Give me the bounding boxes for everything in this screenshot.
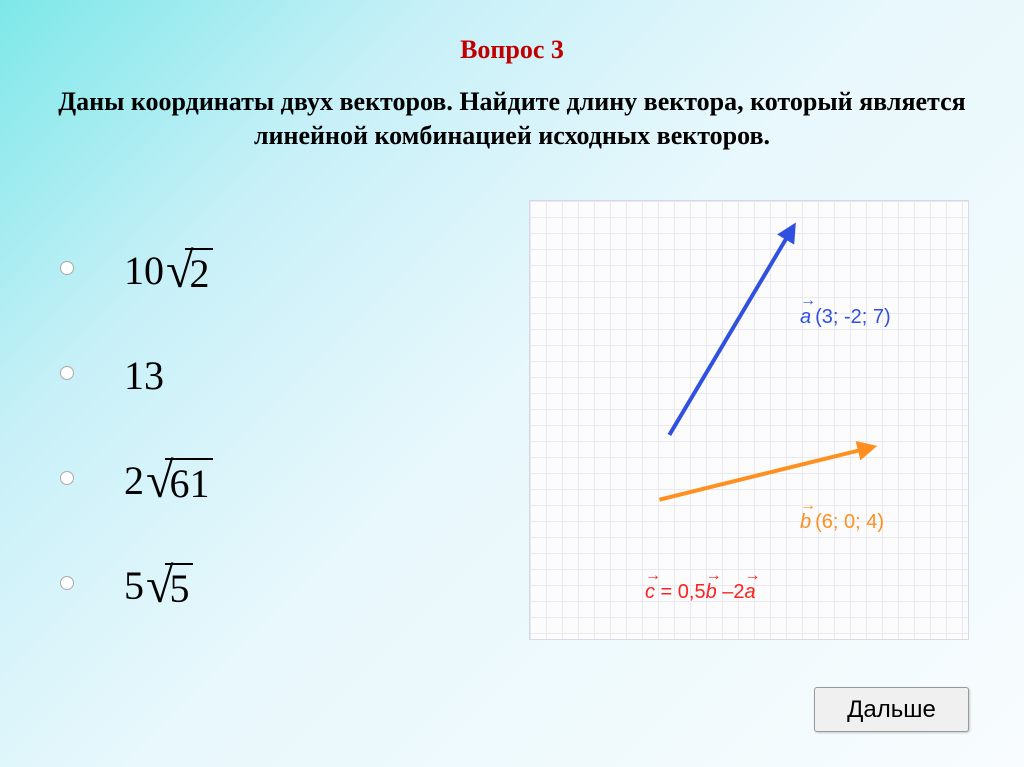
formula-label: c = 0,5b –2a <box>645 581 756 604</box>
option-1[interactable]: 10 √2 <box>60 245 213 295</box>
option-2[interactable]: 13 <box>60 350 213 400</box>
option-label: 5 √5 <box>124 559 193 612</box>
vector-b-label: b(6; 0; 4) <box>800 511 884 534</box>
option-4[interactable]: 5 √5 <box>60 560 213 610</box>
option-label: 13 <box>124 352 164 399</box>
option-label: 10 √2 <box>124 244 213 297</box>
radio-icon[interactable] <box>60 576 74 590</box>
vector-a-label: a(3; -2; 7) <box>800 306 891 329</box>
question-text: Даны координаты двух векторов. Найдите д… <box>0 65 1024 153</box>
radio-icon[interactable] <box>60 471 74 485</box>
option-3[interactable]: 2 √61 <box>60 455 213 505</box>
next-button[interactable]: Дальше <box>814 687 969 732</box>
option-label: 2 √61 <box>124 454 213 507</box>
radio-icon[interactable] <box>60 366 74 380</box>
answer-options: 10 √2 13 2 √61 5 √5 <box>60 245 213 665</box>
question-number: Вопрос 3 <box>0 0 1024 65</box>
vector-b-line <box>659 447 873 500</box>
vector-diagram: a(3; -2; 7) b(6; 0; 4) c = 0,5b –2a <box>529 200 969 640</box>
vector-a-line <box>669 226 793 435</box>
radio-icon[interactable] <box>60 261 74 275</box>
